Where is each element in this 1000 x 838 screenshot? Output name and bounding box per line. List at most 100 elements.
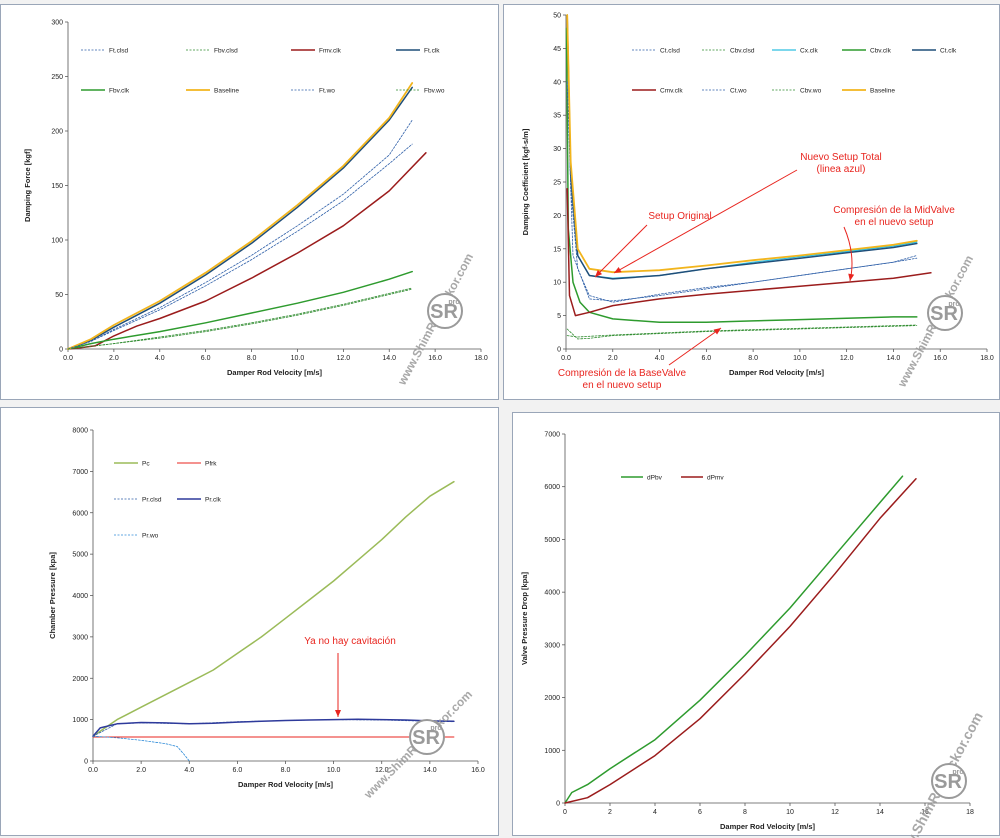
y-tick-label: 5	[557, 313, 561, 320]
legend-label-pfrk: Pfrk	[205, 461, 217, 468]
x-tick-label: 4	[653, 809, 657, 816]
x-tick-label: 10	[786, 809, 794, 816]
chamber-pressure-plot: 0 1000 2000 3000 4000 5000 6000 7000 8000 0.0 2.0 4…	[48, 428, 485, 802]
legend-label-ct-clk: Ct.clk	[940, 48, 957, 55]
y-tick-label: 4000	[72, 593, 88, 600]
legend-label-pr-wo: Pr.wo	[142, 533, 159, 540]
watermark-logo-sub: pro	[430, 725, 441, 732]
legend-label-pc: Pc	[142, 461, 150, 468]
x-tick-label: 2	[608, 809, 612, 816]
legend-label-cbv-clsd: Cbv.clsd	[730, 48, 755, 55]
legend-label-cx-clk: Cx.clk	[800, 48, 818, 55]
chamber-pressure-chart[interactable]: 0 1000 2000 3000 4000 5000 6000 7000 8000 0.0 2.0 4…	[0, 407, 499, 836]
y-tick-label: 5000	[72, 552, 88, 559]
annotation-arrow-basevalve-head	[713, 328, 721, 335]
annotation-arrow-basevalve	[668, 327, 722, 366]
x-tick-label: 6.0	[201, 355, 211, 362]
series-line-pc	[92, 480, 455, 737]
y-tick-label: 2000	[544, 695, 560, 702]
x-axis-label: Damper Rod Velocity [m/s]	[720, 822, 816, 831]
damping-force-chart[interactable]: 0 50 100 150 200 250 300 0.0 2.0 4.0 6.0 8.0 10.0 12.…	[0, 4, 499, 400]
x-tick-label: 10.0	[291, 355, 305, 362]
y-axis-label: Valve Pressure Drop [kpa]	[520, 572, 529, 665]
x-tick-label: 18.0	[474, 355, 488, 362]
series-line-fbv-wo	[67, 287, 413, 350]
x-tick-label: 10.0	[793, 355, 807, 362]
legend-label-baseline: Baseline	[214, 88, 239, 95]
valve-pressure-drop-chart[interactable]: 0 1000 2000 3000 4000 5000 6000 7000 0 2 4 6 8 10 12 14…	[512, 412, 1000, 838]
series-line-pr-clk	[92, 718, 455, 737]
series-line-cbv-clk	[565, 27, 918, 324]
series-line-cbv-clsd	[566, 325, 918, 340]
x-axis-label: Damper Rod Velocity [m/s]	[238, 780, 334, 789]
series-line-pr-wo	[92, 735, 190, 762]
annotation-nuevo-setup: (linea azul)	[817, 164, 866, 175]
watermark-logo-sub: pro	[448, 299, 459, 306]
watermark-logo-ring	[409, 719, 445, 755]
damping-force-plot: 0 50 100 150 200 250 300 0.0 2.0 4.0 6.0 8.0 10.0 12.…	[23, 20, 488, 389]
y-tick-label: 300	[51, 20, 63, 27]
legend-label-dpbv: dPbv	[647, 475, 663, 482]
x-tick-label: 16.0	[428, 355, 442, 362]
x-tick-label: 6.0	[701, 355, 711, 362]
annotation-midvalve: Compresión de la MidValve	[833, 205, 955, 216]
y-tick-label: 5000	[544, 537, 560, 544]
damping-coefficient-chart[interactable]: 0 5 10 15 20 25 30 35 40 45 50 0.0 2.0 4.0 6.0 8.0 10.0 1…	[503, 4, 1000, 400]
series-line-ft-wo	[67, 119, 413, 350]
y-tick-label: 7000	[72, 469, 88, 476]
legend-label-baseline: Baseline	[870, 88, 895, 95]
x-tick-label: 16.0	[471, 767, 485, 774]
watermark-logo-text: SR	[412, 727, 440, 749]
series-line-baseline	[67, 82, 414, 350]
annotation-arrow-midvalve-head	[848, 273, 855, 281]
x-tick-label: 12	[831, 809, 839, 816]
series-line-ft-clsd	[67, 143, 413, 350]
x-tick-label: 6.0	[233, 767, 243, 774]
y-axis-label: Damping Force [kgf]	[23, 149, 32, 222]
annotation-basevalve: en el nuevo setup	[583, 380, 662, 391]
y-tick-label: 40	[553, 79, 561, 86]
x-tick-label: 4.0	[655, 355, 665, 362]
legend-label-ft-wo: Ft.wo	[319, 88, 335, 95]
y-tick-label: 4000	[544, 590, 560, 597]
x-tick-label: 14.0	[423, 767, 437, 774]
legend-label-dpmv: dPmv	[707, 475, 724, 482]
x-tick-label: 18.0	[980, 355, 994, 362]
annotation-basevalve: Compresión de la BaseValve	[558, 368, 687, 379]
series-line-fbv-clk	[67, 270, 413, 350]
y-tick-label: 30	[553, 146, 561, 153]
y-tick-label: 150	[51, 183, 63, 190]
x-tick-label: 0.0	[88, 767, 98, 774]
x-tick-label: 2.0	[608, 355, 618, 362]
x-tick-label: 6	[698, 809, 702, 816]
y-tick-label: 6000	[544, 484, 560, 491]
x-tick-label: 8.0	[281, 767, 291, 774]
y-tick-label: 7000	[544, 432, 560, 439]
x-tick-label: 0.0	[63, 355, 73, 362]
legend-label-fmv-clk: Fmv.clk	[319, 48, 342, 55]
series-line-ft-clk	[67, 86, 413, 350]
annotation-nuevo-setup: Nuevo Setup Total	[800, 152, 882, 163]
y-tick-label: 100	[51, 238, 63, 245]
legend-label-cmv-clk: Cmv.clk	[660, 88, 683, 95]
y-tick-label: 15	[553, 246, 561, 253]
legend-label-fbv-clk: Fbv.clk	[109, 88, 130, 95]
annotation-arrow-midvalve	[843, 226, 853, 282]
annotation-setup-original: Setup Original	[648, 211, 711, 222]
x-tick-label: 16.0	[933, 355, 947, 362]
x-tick-label: 8.0	[247, 355, 257, 362]
y-axis-label: Damping Coefficient [kgf-s/m]	[521, 128, 530, 235]
y-tick-label: 20	[553, 213, 561, 220]
y-tick-label: 50	[553, 13, 561, 20]
y-tick-label: 1000	[544, 748, 560, 755]
annotation-arrow-nuevo-setup-head	[614, 266, 622, 273]
watermark-logo-ring	[927, 295, 963, 331]
x-tick-label: 12.0	[337, 355, 351, 362]
watermark-logo-sub: pro	[948, 301, 959, 308]
y-tick-label: 2000	[72, 676, 88, 683]
watermark-logo-text: SR	[430, 301, 458, 323]
y-tick-label: 0	[556, 801, 560, 808]
x-tick-label: 12.0	[840, 355, 854, 362]
